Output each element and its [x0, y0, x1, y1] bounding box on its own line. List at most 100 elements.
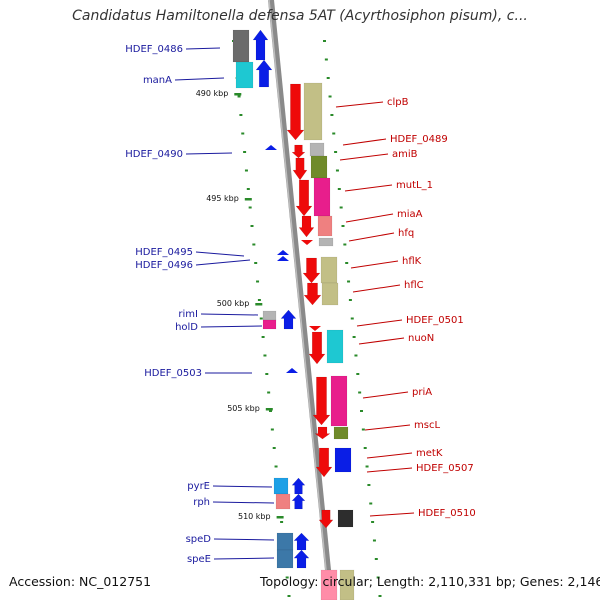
- gene-label[interactable]: mutL_1: [396, 180, 433, 191]
- tick-dot: [246, 188, 250, 190]
- leader-line: [352, 284, 401, 293]
- gene-label[interactable]: hfq: [398, 228, 414, 239]
- gene-arrow: [314, 426, 331, 440]
- tick-dot: [341, 225, 345, 227]
- gene-label[interactable]: HDEF_0510: [418, 508, 476, 519]
- gene-arrow: [292, 157, 308, 181]
- tick-dot: [269, 410, 272, 412]
- gene-label[interactable]: HDEF_0490: [125, 149, 183, 160]
- tick-dot: [367, 484, 371, 486]
- gene-label[interactable]: amiB: [392, 149, 418, 160]
- gene-label[interactable]: miaA: [397, 209, 423, 220]
- gene-label[interactable]: clpB: [387, 97, 409, 108]
- tick-dot: [361, 428, 365, 431]
- leader-line: [350, 260, 399, 269]
- gene-label[interactable]: speD: [186, 534, 212, 545]
- leader-line: [358, 337, 405, 345]
- leader-line: [200, 325, 263, 328]
- backbone-highlight: [268, 0, 330, 600]
- tick-dot: [378, 595, 382, 597]
- leader-line: [212, 501, 275, 504]
- gene-arrow: [291, 477, 306, 495]
- tick-dot: [259, 317, 263, 320]
- gene-label[interactable]: rimI: [178, 309, 198, 320]
- tick-dot: [360, 410, 363, 412]
- gene-label[interactable]: HDEF_0496: [135, 260, 193, 271]
- leader-line: [185, 152, 233, 155]
- tick-dot: [267, 391, 271, 394]
- gene-box: [320, 256, 338, 284]
- gene-label[interactable]: nuoN: [408, 333, 434, 344]
- kbp-label: 505 kbp: [227, 404, 260, 413]
- gene-label[interactable]: HDEF_0486: [125, 44, 183, 55]
- gene-marker: [265, 145, 277, 150]
- gene-box: [262, 319, 277, 330]
- tick-dot: [237, 95, 241, 98]
- gene-box: [273, 477, 289, 495]
- gene-box: [317, 215, 333, 237]
- tick-dot: [274, 465, 278, 468]
- gene-arrow: [303, 282, 322, 306]
- gene-marker: [277, 250, 289, 255]
- leader-line: [213, 538, 275, 541]
- gene-box: [276, 549, 294, 569]
- leader-line: [339, 153, 389, 161]
- gene-label[interactable]: priA: [412, 387, 432, 398]
- map-title: Candidatus Hamiltonella defensa 5AT (Acy…: [72, 8, 528, 24]
- leader-line: [200, 313, 259, 316]
- leader-line: [366, 452, 413, 459]
- gene-arrow: [295, 179, 313, 217]
- gene-marker: [277, 256, 289, 261]
- tick-dot: [352, 336, 356, 338]
- gene-arrow: [291, 144, 306, 159]
- tick-dot: [334, 151, 338, 153]
- gene-label[interactable]: mscL: [414, 420, 440, 431]
- tick-dot: [354, 354, 358, 357]
- tick-dot: [287, 595, 291, 597]
- leader-line: [212, 485, 273, 488]
- tick-dot: [272, 447, 276, 449]
- accession-text: Accession: NC_012751: [9, 574, 152, 589]
- gene-arrow: [308, 331, 326, 365]
- gene-label[interactable]: holD: [175, 322, 198, 333]
- gene-box: [330, 375, 348, 427]
- leader-line: [195, 251, 245, 257]
- gene-box: [334, 447, 352, 473]
- kbp-label: 500 kbp: [217, 299, 250, 308]
- gene-arrow: [298, 215, 315, 238]
- gene-label[interactable]: pyrE: [187, 481, 210, 492]
- leader-line: [348, 232, 395, 242]
- gene-label[interactable]: metK: [416, 448, 443, 459]
- label-leaders: [174, 47, 415, 560]
- tick-dot: [343, 243, 347, 246]
- gene-label[interactable]: HDEF_0503: [144, 368, 202, 379]
- gene-label[interactable]: HDEF_0489: [390, 134, 448, 145]
- tick-dot: [372, 539, 376, 542]
- kbp-tick: [255, 303, 263, 306]
- tick-dot: [243, 151, 247, 153]
- tick-dot: [261, 336, 265, 338]
- gene-features: [232, 29, 355, 600]
- tick-dot: [348, 299, 352, 301]
- gene-box: [309, 142, 325, 157]
- gene-arrow: [312, 376, 331, 426]
- gene-label[interactable]: HDEF_0507: [416, 463, 474, 474]
- gene-label[interactable]: HDEF_0495: [135, 247, 193, 258]
- gene-label[interactable]: hflC: [404, 280, 424, 291]
- gene-box: [303, 82, 323, 141]
- gene-box: [276, 532, 294, 551]
- gene-label[interactable]: speE: [187, 554, 211, 565]
- gene-label[interactable]: rph: [193, 497, 210, 508]
- gene-label[interactable]: manA: [143, 75, 172, 86]
- tick-dot: [363, 447, 367, 449]
- gene-box: [232, 29, 250, 63]
- gene-arrow: [293, 532, 310, 551]
- tick-dot: [328, 95, 332, 98]
- gene-label[interactable]: hflK: [402, 256, 422, 267]
- backbone-line: [268, 0, 334, 600]
- tick-dot: [326, 77, 330, 79]
- gene-arrow: [286, 83, 305, 141]
- gene-label[interactable]: HDEF_0501: [406, 315, 464, 326]
- kbp-tick: [276, 516, 284, 519]
